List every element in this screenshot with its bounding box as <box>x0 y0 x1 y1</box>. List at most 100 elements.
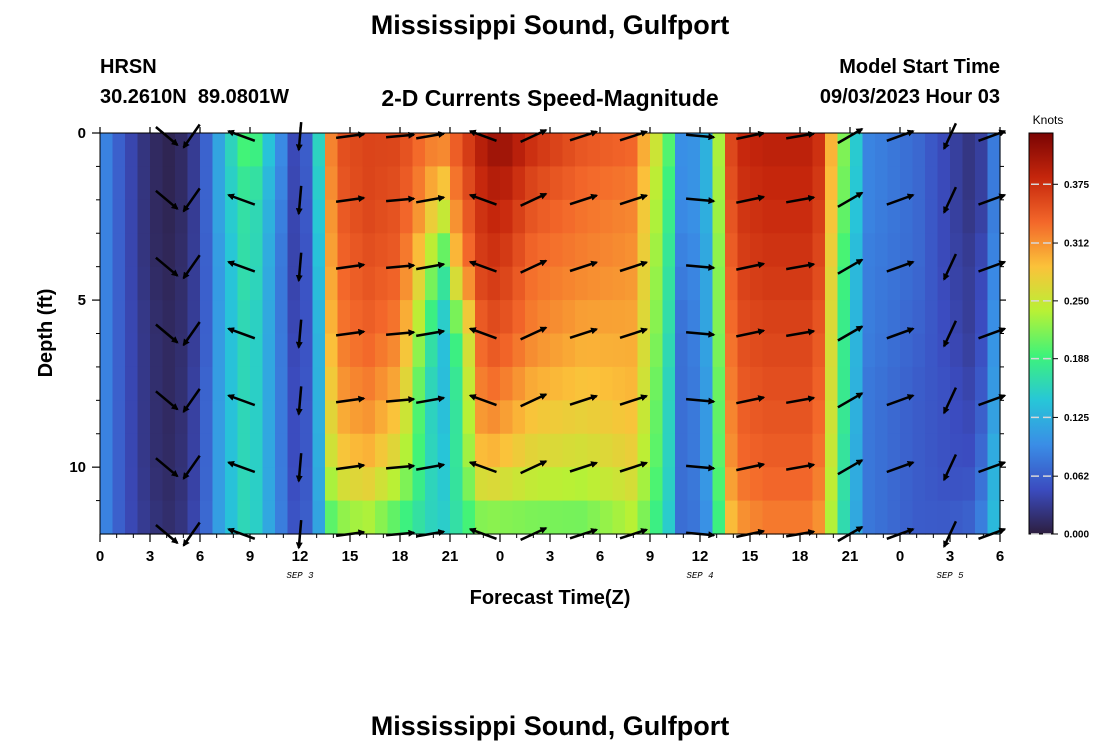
heatmap-cell <box>362 433 376 468</box>
heatmap-cell <box>150 133 164 168</box>
heatmap-cell <box>837 333 851 368</box>
heatmap-cell <box>187 199 201 234</box>
heatmap-cell <box>725 233 739 268</box>
heatmap-cell <box>162 166 176 201</box>
current-vector <box>295 185 303 216</box>
heatmap-cell <box>250 333 264 368</box>
heatmap-cell <box>587 300 601 335</box>
heatmap-cell <box>225 500 239 535</box>
heatmap-cell <box>600 199 614 234</box>
heatmap-cell <box>362 400 376 435</box>
heatmap-cell <box>412 433 426 468</box>
heatmap-cell <box>512 266 526 301</box>
current-vector <box>942 122 958 151</box>
heatmap-cell <box>662 233 676 268</box>
heatmap-cell <box>575 433 589 468</box>
heatmap-cell <box>900 366 914 401</box>
colorbar-tick-label: 0.312 <box>1064 239 1089 250</box>
heatmap-cell <box>650 300 664 335</box>
heatmap-cell <box>362 199 376 234</box>
heatmap-cell <box>850 467 864 502</box>
heatmap-cell <box>512 166 526 201</box>
current-vector <box>785 194 816 204</box>
heatmap-cell <box>987 166 1001 201</box>
heatmap-cell <box>812 400 826 435</box>
heatmap-cell <box>800 166 814 201</box>
y-tick-label: 10 <box>69 459 86 476</box>
heatmap-cell <box>762 233 776 268</box>
heatmap-cell <box>662 500 676 535</box>
heatmap-cell <box>887 133 901 168</box>
heatmap-cell <box>562 433 576 468</box>
station-coords: 30.2610N 89.0801W <box>100 86 290 108</box>
heatmap-cell <box>325 400 339 435</box>
current-vector <box>155 126 179 146</box>
current-vector <box>685 263 716 271</box>
current-vector <box>736 462 766 472</box>
heatmap-cell <box>225 400 239 435</box>
heatmap-cell <box>737 266 751 301</box>
heatmap-cell <box>325 300 339 335</box>
chart-title: Mississippi Sound, Gulfport <box>370 10 730 40</box>
heatmap-cell <box>825 433 839 468</box>
heatmap-cell <box>225 333 239 368</box>
heatmap-cell <box>275 133 289 168</box>
heatmap-cell <box>550 199 564 234</box>
heatmap-cell <box>875 366 889 401</box>
heatmap-cell <box>537 133 551 168</box>
heatmap-cell <box>225 300 239 335</box>
current-vector <box>227 327 256 340</box>
current-vector <box>155 390 179 411</box>
heatmap-cell <box>812 233 826 268</box>
heatmap-cell <box>337 199 351 234</box>
heatmap-cell <box>975 333 989 368</box>
heatmap-cell <box>700 467 714 502</box>
heatmap-cell <box>887 467 901 502</box>
heatmap-cell <box>387 366 401 401</box>
heatmap-cell <box>325 333 339 368</box>
heatmap-cell <box>225 433 239 468</box>
heatmap-cell <box>750 366 764 401</box>
heatmap-cell <box>837 199 851 234</box>
heatmap-cell <box>650 433 664 468</box>
current-vector <box>569 394 599 406</box>
heatmap-cell <box>675 133 689 168</box>
heatmap-cell <box>250 400 264 435</box>
heatmap-cell <box>487 199 501 234</box>
x-tick-label: 12 <box>692 548 709 565</box>
current-vector <box>468 193 497 206</box>
heatmap-cell <box>162 233 176 268</box>
heatmap-cell <box>175 300 189 335</box>
heatmap-cell <box>462 166 476 201</box>
current-vector <box>227 260 256 273</box>
heatmap-cell <box>525 400 539 435</box>
heatmap-cell <box>762 166 776 201</box>
heatmap-cell <box>100 467 114 502</box>
current-vector <box>685 397 716 405</box>
heatmap-cell <box>900 433 914 468</box>
heatmap-cell <box>912 133 926 168</box>
heatmap-cell <box>887 400 901 435</box>
heatmap-cell <box>725 433 739 468</box>
heatmap-cell <box>775 500 789 535</box>
heatmap-cell <box>625 300 639 335</box>
heatmap-cell <box>275 467 289 502</box>
heatmap-cell <box>387 333 401 368</box>
heatmap-cell <box>962 199 976 234</box>
heatmap-cell <box>112 133 126 168</box>
heatmap-cell <box>637 333 651 368</box>
current-vector <box>385 131 416 139</box>
date-label: SEP 4 <box>686 571 713 581</box>
heatmap-cell <box>825 300 839 335</box>
heatmap-cell <box>812 300 826 335</box>
colorbar-tick-label: 0.250 <box>1064 296 1089 307</box>
heatmap-cell <box>925 500 939 535</box>
heatmap-cell <box>225 133 239 168</box>
heatmap-cell <box>112 266 126 301</box>
heatmap-cell <box>175 166 189 201</box>
heatmap-cell <box>987 199 1001 234</box>
heatmap-cell <box>212 500 226 535</box>
heatmap-cell <box>262 300 276 335</box>
heatmap-cell <box>412 300 426 335</box>
heatmap-cell <box>787 400 801 435</box>
